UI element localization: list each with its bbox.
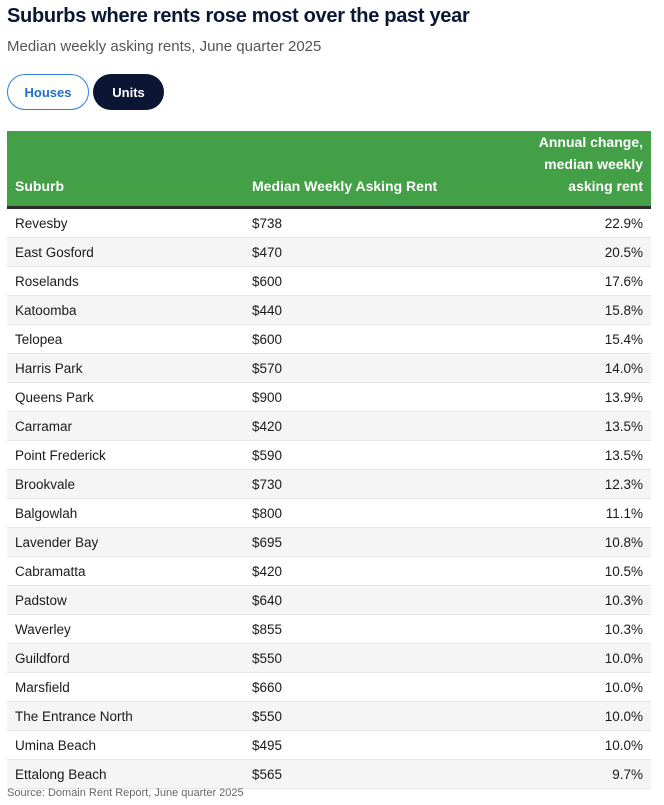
table-row: The Entrance North $550 10.0% — [7, 701, 651, 731]
header-suburb: Suburb — [15, 178, 64, 194]
table-row: Telopea $600 15.4% — [7, 324, 651, 354]
cell-suburb: Padstow — [7, 585, 244, 615]
table-row: Brookvale $730 12.3% — [7, 469, 651, 499]
cell-suburb: Katoomba — [7, 295, 244, 325]
table-row: Cabramatta $420 10.5% — [7, 556, 651, 586]
source-note: Source: Domain Rent Report, June quarter… — [7, 787, 244, 799]
cell-change: 10.8% — [460, 527, 651, 557]
table-row: Marsfield $660 10.0% — [7, 672, 651, 702]
table-row: Umina Beach $495 10.0% — [7, 730, 651, 760]
cell-suburb: Waverley — [7, 614, 244, 644]
cell-suburb: The Entrance North — [7, 701, 244, 731]
cell-rent: $570 — [244, 353, 460, 383]
table-row: Waverley $855 10.3% — [7, 614, 651, 644]
cell-change: 22.9% — [460, 207, 651, 238]
tab-houses[interactable]: Houses — [7, 74, 89, 110]
rents-table: Suburb Median Weekly Asking Rent Annual … — [7, 131, 651, 789]
cell-change: 15.4% — [460, 324, 651, 354]
cell-suburb: Harris Park — [7, 353, 244, 383]
subtitle: Median weekly asking rents, June quarter… — [7, 38, 322, 55]
table-row: Point Frederick $590 13.5% — [7, 440, 651, 470]
table-body: Revesby $738 22.9% East Gosford $470 20.5% Ros… — [7, 207, 651, 789]
cell-change: 11.1% — [460, 498, 651, 528]
cell-rent: $600 — [244, 266, 460, 296]
cell-rent: $640 — [244, 585, 460, 615]
cell-suburb: Point Frederick — [7, 440, 244, 470]
cell-suburb: Ettalong Beach — [7, 759, 244, 789]
cell-rent: $855 — [244, 614, 460, 644]
header-annual-change: Annual change, median weekly asking rent — [538, 134, 643, 194]
table-row: Balgowlah $800 11.1% — [7, 498, 651, 528]
tab-units[interactable]: Units — [93, 74, 164, 110]
cell-rent: $550 — [244, 643, 460, 673]
cell-suburb: Revesby — [7, 207, 244, 238]
table-row: Harris Park $570 14.0% — [7, 353, 651, 383]
table-row: Guildford $550 10.0% — [7, 643, 651, 673]
cell-suburb: East Gosford — [7, 237, 244, 267]
cell-suburb: Telopea — [7, 324, 244, 354]
table-header-row: Suburb Median Weekly Asking Rent Annual … — [7, 131, 651, 208]
cell-suburb: Carramar — [7, 411, 244, 441]
cell-rent: $550 — [244, 701, 460, 731]
page-title: Suburbs where rents rose most over the p… — [7, 5, 470, 27]
cell-change: 12.3% — [460, 469, 651, 499]
cell-change: 10.0% — [460, 672, 651, 702]
cell-suburb: Guildford — [7, 643, 244, 673]
cell-rent: $660 — [244, 672, 460, 702]
cell-rent: $590 — [244, 440, 460, 470]
table-row: East Gosford $470 20.5% — [7, 237, 651, 267]
cell-change: 10.3% — [460, 585, 651, 615]
cell-suburb: Brookvale — [7, 469, 244, 499]
cell-suburb: Umina Beach — [7, 730, 244, 760]
cell-rent: $900 — [244, 382, 460, 412]
cell-suburb: Roselands — [7, 266, 244, 296]
cell-rent: $600 — [244, 324, 460, 354]
cell-change: 13.9% — [460, 382, 651, 412]
cell-change: 9.7% — [460, 759, 651, 789]
cell-rent: $470 — [244, 237, 460, 267]
cell-change: 13.5% — [460, 440, 651, 470]
cell-change: 14.0% — [460, 353, 651, 383]
cell-rent: $495 — [244, 730, 460, 760]
table-row: Queens Park $900 13.9% — [7, 382, 651, 412]
cell-rent: $695 — [244, 527, 460, 557]
table-row: Revesby $738 22.9% — [7, 207, 651, 238]
cell-suburb: Cabramatta — [7, 556, 244, 586]
cell-suburb: Marsfield — [7, 672, 244, 702]
cell-change: 17.6% — [460, 266, 651, 296]
table-row: Katoomba $440 15.8% — [7, 295, 651, 325]
table-row: Lavender Bay $695 10.8% — [7, 527, 651, 557]
table-row: Padstow $640 10.3% — [7, 585, 651, 615]
cell-rent: $420 — [244, 411, 460, 441]
tab-group: Houses Units — [7, 74, 164, 110]
cell-change: 10.0% — [460, 701, 651, 731]
cell-rent: $730 — [244, 469, 460, 499]
cell-change: 10.0% — [460, 730, 651, 760]
cell-suburb: Balgowlah — [7, 498, 244, 528]
table-row: Roselands $600 17.6% — [7, 266, 651, 296]
cell-rent: $738 — [244, 207, 460, 238]
cell-rent: $565 — [244, 759, 460, 789]
cell-change: 13.5% — [460, 411, 651, 441]
table-row: Ettalong Beach $565 9.7% — [7, 759, 651, 789]
cell-change: 10.0% — [460, 643, 651, 673]
header-median-rent: Median Weekly Asking Rent — [252, 178, 438, 194]
cell-rent: $440 — [244, 295, 460, 325]
cell-rent: $420 — [244, 556, 460, 586]
cell-suburb: Lavender Bay — [7, 527, 244, 557]
cell-suburb: Queens Park — [7, 382, 244, 412]
cell-change: 10.5% — [460, 556, 651, 586]
cell-change: 15.8% — [460, 295, 651, 325]
cell-rent: $800 — [244, 498, 460, 528]
cell-change: 20.5% — [460, 237, 651, 267]
table-row: Carramar $420 13.5% — [7, 411, 651, 441]
cell-change: 10.3% — [460, 614, 651, 644]
